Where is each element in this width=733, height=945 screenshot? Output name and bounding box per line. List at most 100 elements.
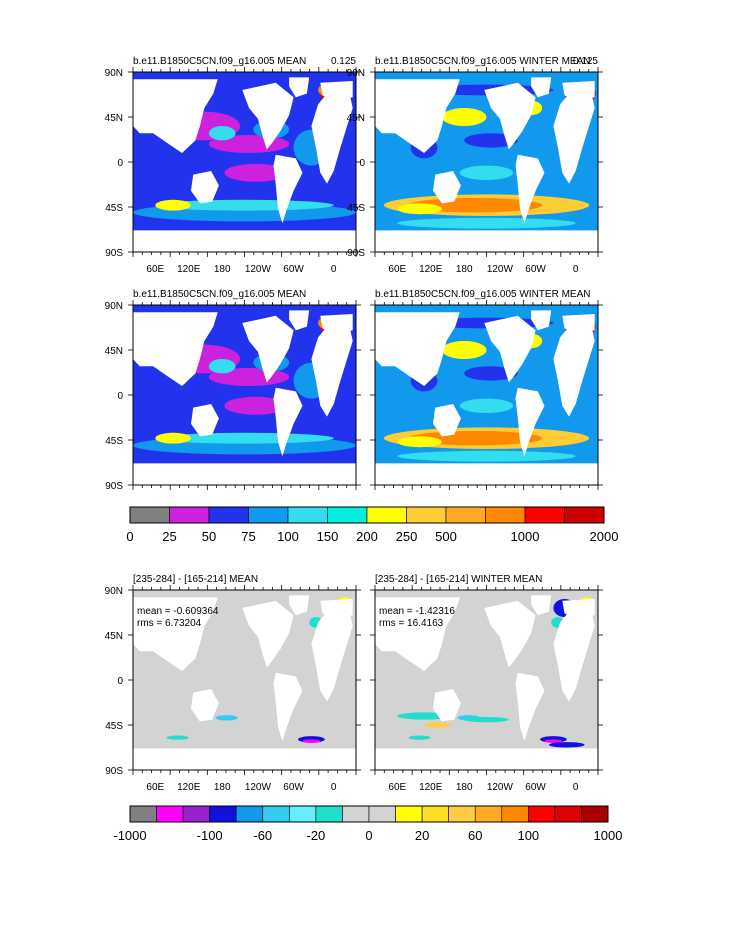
colorbar-swatch bbox=[342, 805, 370, 823]
land-mask bbox=[484, 600, 536, 668]
land-mask bbox=[433, 689, 461, 722]
x-tick-label: 120E bbox=[177, 782, 201, 793]
field-region bbox=[464, 133, 518, 148]
y-tick-label: 0 bbox=[117, 676, 123, 687]
colorbar-swatch bbox=[581, 805, 609, 823]
y-tick-label: 90N bbox=[105, 301, 123, 312]
colorbar-swatch bbox=[554, 805, 582, 823]
colorbar-swatch bbox=[315, 805, 343, 823]
land-mask bbox=[515, 387, 545, 457]
field-region bbox=[166, 735, 189, 740]
colorbar-swatch bbox=[406, 506, 447, 524]
colorbar-label: 100 bbox=[277, 529, 299, 544]
x-tick-label: 60E bbox=[146, 782, 164, 793]
land-mask bbox=[289, 77, 310, 98]
field-region bbox=[302, 739, 321, 743]
panel-title: [235-284] - [165-214] WINTER MEAN bbox=[375, 574, 542, 585]
x-tick-label: 120W bbox=[487, 264, 514, 275]
field-region bbox=[464, 366, 518, 381]
colorbar-swatch bbox=[485, 506, 526, 524]
colorbar-label: 60 bbox=[468, 828, 482, 843]
y-tick-label: 90S bbox=[105, 766, 123, 777]
land-mask bbox=[515, 154, 545, 224]
field-region bbox=[397, 450, 576, 462]
colorbar-swatch bbox=[368, 805, 396, 823]
colorbar-swatch bbox=[209, 805, 237, 823]
field-region bbox=[459, 165, 514, 180]
y-tick-label: 90N bbox=[347, 68, 365, 79]
land-mask bbox=[433, 404, 461, 437]
colorbar-swatch bbox=[262, 805, 290, 823]
field-region bbox=[397, 217, 576, 229]
colorbar-swatch bbox=[208, 506, 249, 524]
x-tick-label: 0 bbox=[331, 782, 337, 793]
colorbar-label: -20 bbox=[306, 828, 325, 843]
field-region bbox=[224, 163, 287, 182]
land-mask bbox=[553, 326, 595, 417]
colorbar-swatch bbox=[129, 506, 170, 524]
field-region bbox=[424, 722, 451, 728]
colorbar-swatch bbox=[528, 805, 556, 823]
land-mask bbox=[531, 310, 552, 331]
field-region bbox=[441, 108, 487, 126]
y-tick-label: 90S bbox=[105, 481, 123, 492]
land-mask bbox=[191, 689, 219, 722]
land-mask bbox=[553, 93, 595, 184]
map-panel-4: b.e11.B1850C5CN.f09_g16.005 WINTER MEAN bbox=[370, 289, 603, 490]
field-region bbox=[224, 396, 287, 415]
stats-label: mean = -0.609364 bbox=[137, 606, 219, 617]
stats-label: mean = -1.42316 bbox=[379, 606, 455, 617]
colorbar-label: 25 bbox=[162, 529, 176, 544]
field-region bbox=[441, 341, 487, 359]
land-mask bbox=[242, 600, 294, 668]
colorbar-swatch bbox=[395, 805, 423, 823]
land-mask bbox=[191, 171, 219, 204]
stats-label: rms = 6.73204 bbox=[137, 618, 202, 629]
colorbar-swatch bbox=[156, 805, 184, 823]
map-panel-5: [235-284] - [165-214] MEAN 90N 45N 0 45S 90S 6… bbox=[105, 574, 361, 793]
panel-corner-label: 0.125 bbox=[331, 56, 356, 67]
colorbar-label: 20 bbox=[415, 828, 429, 843]
land-mask bbox=[242, 315, 294, 383]
land-mask bbox=[320, 314, 353, 334]
x-tick-label: 0 bbox=[573, 264, 579, 275]
land-mask bbox=[375, 79, 460, 153]
x-tick-label: 120W bbox=[245, 264, 272, 275]
land-mask bbox=[273, 387, 303, 457]
y-tick-label: 45S bbox=[105, 436, 123, 447]
y-tick-label: 45S bbox=[347, 203, 365, 214]
x-tick-label: 60E bbox=[146, 264, 164, 275]
land-mask bbox=[320, 81, 353, 101]
colorbar-label: 150 bbox=[317, 529, 339, 544]
colorbar-swatch bbox=[524, 506, 565, 524]
colorbar-label: 2000 bbox=[590, 529, 619, 544]
colorbar-label: 500 bbox=[435, 529, 457, 544]
colorbar-top: 0 25 50 75 100 150 200 250 500 1000 2000 bbox=[126, 506, 619, 544]
colorbar-swatch bbox=[448, 805, 476, 823]
land-mask bbox=[320, 599, 353, 619]
y-tick-label: 45N bbox=[347, 113, 365, 124]
colorbar-swatch bbox=[366, 506, 407, 524]
colorbar-swatch bbox=[289, 805, 317, 823]
colorbar-bottom: -1000 -100 -60 -20 0 20 60 100 1000 bbox=[113, 805, 622, 843]
field-region bbox=[548, 742, 585, 748]
field-region bbox=[208, 359, 236, 374]
y-tick-label: 90S bbox=[105, 248, 123, 259]
land-mask bbox=[562, 314, 595, 334]
land-mask bbox=[375, 463, 598, 485]
land-mask bbox=[562, 81, 595, 101]
field-region bbox=[155, 432, 191, 444]
land-mask bbox=[191, 404, 219, 437]
x-tick-label: 60E bbox=[388, 264, 406, 275]
map-field bbox=[375, 305, 598, 485]
panel-title: [235-284] - [165-214] MEAN bbox=[133, 574, 258, 585]
land-mask bbox=[484, 82, 536, 150]
land-mask bbox=[553, 611, 595, 702]
field-region bbox=[544, 739, 563, 743]
colorbar-label: -100 bbox=[197, 828, 223, 843]
land-mask bbox=[375, 312, 460, 386]
x-tick-label: 180 bbox=[456, 264, 473, 275]
colorbar-swatch bbox=[129, 805, 157, 823]
y-tick-label: 45N bbox=[105, 631, 123, 642]
land-mask bbox=[484, 315, 536, 383]
